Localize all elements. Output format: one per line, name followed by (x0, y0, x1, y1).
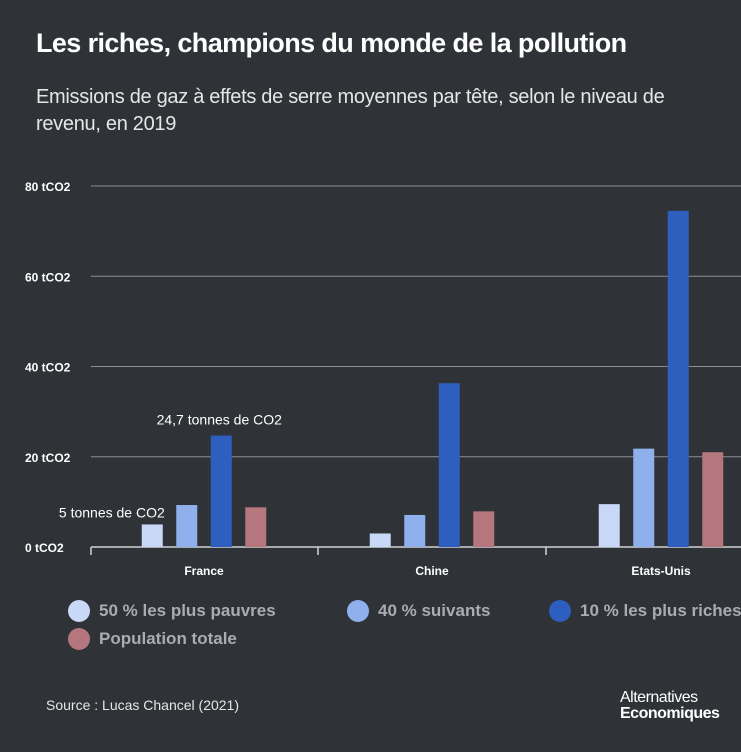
x-tick-label-0: France (184, 564, 224, 578)
y-tick-label-2: 40 tCO2 (25, 361, 71, 375)
legend-dot-total (68, 628, 90, 650)
y-tick-label-3: 60 tCO2 (25, 270, 71, 284)
y-tick-label-0: 0 tCO2 (25, 541, 64, 555)
legend-dot-richest (549, 600, 571, 622)
annotation-0: 24,7 tonnes de CO2 (157, 412, 283, 428)
bar-etats-unis-series-0 (598, 504, 620, 547)
bar-chine-series-1 (404, 514, 426, 547)
logo-line-1: Alternatives (620, 689, 698, 706)
bar-france-series-0 (141, 524, 163, 547)
legend-label-poorest: 50 % les plus pauvres (99, 601, 276, 620)
bar-chine-series-0 (369, 533, 391, 547)
y-tick-label-1: 20 tCO2 (25, 451, 71, 465)
legend-item-total: Population totale (68, 628, 237, 650)
annotation-1: 5 tonnes de CO2 (59, 504, 165, 520)
legend-label-next40: 40 % suivants (378, 601, 491, 620)
chart-title: Les riches, champions du monde de la pol… (36, 28, 627, 58)
y-tick-label-4: 80 tCO2 (25, 180, 71, 194)
bar-chine-series-2 (438, 383, 460, 547)
legend-item-next40: 40 % suivants (347, 600, 490, 622)
legend-item-richest: 10 % les plus riches (549, 600, 741, 622)
logo-line-2: Economiques (620, 705, 720, 722)
legend-label-total: Population totale (99, 629, 237, 648)
x-tick-label-2: Etats-Unis (631, 564, 691, 578)
bar-france-series-1 (176, 505, 198, 547)
bar-chine-series-3 (473, 511, 495, 547)
legend-dot-next40 (347, 600, 369, 622)
bar-chart: 0 tCO2 20 tCO2 40 tCO2 60 tCO2 80 tCO2 France… (25, 180, 741, 578)
x-tick-label-1: Chine (415, 564, 449, 578)
bar-etats-unis-series-3 (702, 452, 724, 547)
legend-label-richest: 10 % les plus riches (580, 601, 741, 620)
source-note: Source : Lucas Chancel (2021) (46, 697, 239, 713)
bar-france-series-3 (245, 507, 267, 547)
bar-etats-unis-series-2 (667, 210, 689, 547)
legend-item-poorest: 50 % les plus pauvres (68, 600, 276, 622)
bar-france-series-2 (210, 435, 232, 547)
legend: 50 % les plus pauvres 40 % suivants 10 %… (68, 600, 741, 660)
chart-subtitle: Emissions de gaz à effets de serre moyen… (36, 86, 665, 135)
bar-etats-unis-series-1 (633, 448, 655, 547)
publisher-logo: Alternatives Economiques (620, 689, 720, 722)
legend-dot-poorest (68, 600, 90, 622)
